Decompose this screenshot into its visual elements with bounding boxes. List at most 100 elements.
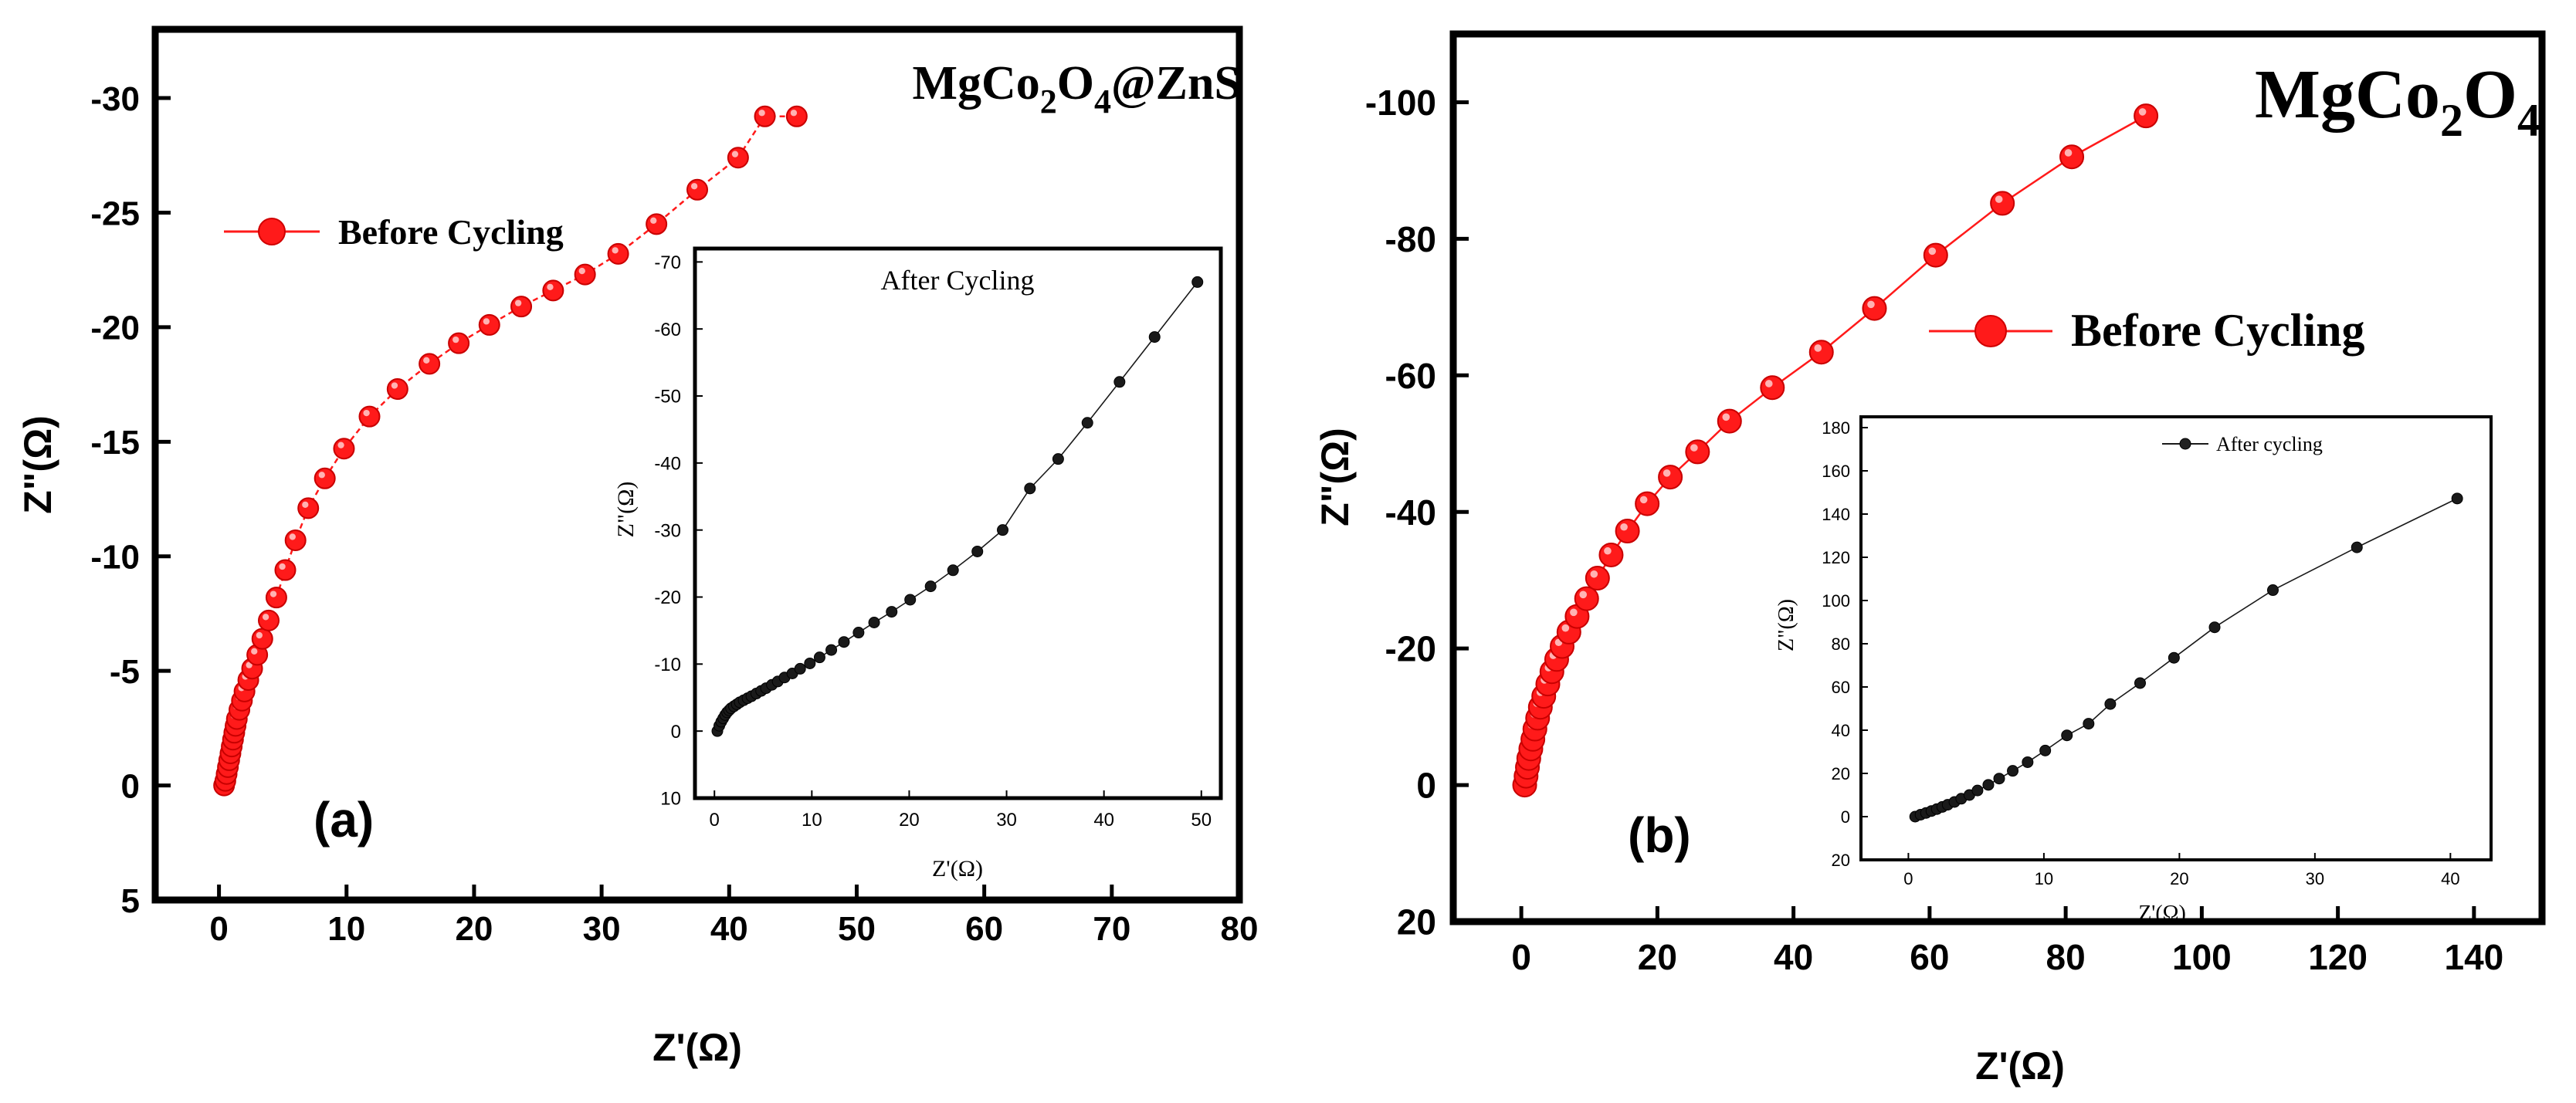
panel-a-data-point-highlight [279, 563, 286, 570]
panel-b-inset-y-tick-label: 40 [1832, 721, 1850, 740]
panel-b-y-axis-title: Z"(Ω) [1313, 428, 1357, 526]
panel-a-inset-y-tick-label: -10 [654, 655, 681, 675]
panel-b-y-tick-label: -20 [1385, 629, 1436, 669]
panel-b-inset-y-tick-label: 20 [1832, 764, 1850, 783]
panel-a-data-point-highlight [251, 648, 258, 655]
panel-a-y-tick-label: 5 [121, 882, 140, 920]
panel-b-data-point [1658, 465, 1683, 490]
panel-a-inset: 0 10 20 30 40 50 10 0 -10 -20 -30 -40 -50 -60 -70 Afte… [613, 246, 1223, 881]
panel-b-data-point [1685, 439, 1710, 465]
panel-b-x-tick-label: 0 [1511, 937, 1531, 977]
panel-b-inset-y-tick-label: 120 [1822, 548, 1850, 567]
panel-a-inset-data-point [1191, 276, 1204, 288]
panel-b-data-point-highlight [1663, 469, 1671, 477]
panel-b-inset-legend: After cycling [2162, 433, 2323, 455]
panel-b-inset-y-tick-label: 0 [1841, 807, 1850, 827]
panel-b-data-point-highlight [2064, 149, 2073, 157]
panel-a-inset-x-tick-label: 30 [996, 810, 1017, 831]
panel-a-x-tick-label: 60 [965, 910, 1003, 948]
panel-b-inset-title: After cycling [2216, 433, 2323, 455]
panel-b-data-point-highlight [1579, 590, 1588, 599]
panel-b-data-point-highlight [1570, 608, 1578, 617]
panel-a-inset-data-point [868, 617, 880, 629]
panel-a-x-tick-label: 50 [838, 910, 876, 948]
panel-b-data-point-highlight [1995, 195, 2003, 203]
panel-a-data-point [358, 405, 381, 428]
panel-b-data-point-highlight [2138, 108, 2147, 116]
panel-b-inset-x-tick-label: 10 [2035, 869, 2053, 888]
panel-b-y-tick-label: -80 [1385, 219, 1436, 259]
panel-a-data-point-highlight [612, 247, 619, 254]
panel-a-data-point-highlight [269, 590, 277, 597]
panel-a-inset-data-point [904, 594, 917, 606]
panel-b-inset-y-tick-label: 100 [1822, 591, 1850, 611]
panel-a-data-point [727, 147, 749, 169]
panel-a-inset-y-tick-label: -30 [654, 520, 681, 541]
panel-a-inset-data-point [825, 644, 838, 656]
panel-a-legend-label: Before Cycling [338, 212, 564, 252]
panel-a-x-tick-label: 70 [1093, 910, 1130, 948]
panel-a-data-point [646, 213, 668, 235]
panel-a-inset-data-point [1024, 482, 1036, 495]
panel-a-title: MgCo2O4@ZnS [912, 57, 1241, 120]
panel-b-data-point-highlight [1561, 624, 1570, 632]
panel-b-inset-data-point [2007, 765, 2019, 777]
panel-a-data-point-highlight [452, 336, 459, 343]
panel-b-data-point [1585, 566, 1610, 591]
panel-a-data-point [785, 105, 808, 127]
panel-b-data-point [1990, 191, 2015, 216]
panel-a-inset-data-point [794, 662, 806, 675]
panel-a-data-point-highlight [690, 183, 698, 190]
panel-a-data-point-highlight [650, 217, 657, 224]
panel-a-inset-data-point [1081, 417, 1093, 429]
panel-a-data-point-highlight [363, 409, 370, 417]
panel-b-inset-y-tick-label: 180 [1822, 418, 1850, 438]
panel-b-inset: 0 10 20 30 40 20 0 20 40 60 80 100 120 140 160 180 Afte… [1774, 415, 2493, 925]
panel-b-inset-legend-marker [2179, 438, 2191, 450]
panel-b-data-point [1862, 296, 1887, 321]
panel-b-data-point-highlight [1690, 444, 1698, 452]
panel-a-data-point [686, 178, 708, 201]
panel-a-data-point-highlight [547, 283, 554, 291]
panel-a-inset-data-point [971, 545, 984, 557]
panel-b-data-point [1760, 375, 1785, 401]
panel-b-x-tick-label: 140 [2445, 937, 2504, 977]
panel-b-data-point [1598, 542, 1624, 567]
panel-a-data-point [314, 467, 336, 489]
panel-a-data-point [265, 587, 287, 609]
panel-a-data-point-highlight [302, 501, 309, 509]
panel-b-title: MgCo2O4 [2255, 56, 2540, 146]
panel-b-inset-data-point [2083, 718, 2095, 730]
panel-b-data-point [1808, 340, 1834, 365]
panel-a-data-point [448, 332, 470, 354]
panel-a-inset-title: After Cycling [881, 265, 1035, 296]
panel-b-data-point-highlight [1639, 496, 1648, 504]
panel-a-inset-data-point [947, 564, 959, 577]
panel-b-y-tick-label: 0 [1416, 766, 1436, 806]
panel-a-inset-data-point [838, 636, 850, 648]
panel-b-y-tick-label: -40 [1385, 492, 1436, 533]
panel-b-data-point-highlight [1722, 413, 1730, 421]
panel-a-data-point-highlight [423, 357, 430, 364]
panel-a-data-point-highlight [391, 382, 398, 389]
panel-a-x-axis-title: Z'(Ω) [652, 1026, 742, 1069]
panel-b-x-tick-label: 60 [1910, 937, 1949, 977]
panel-a-data-point [274, 559, 297, 581]
panel-a-data-point [607, 242, 629, 265]
panel-a-x-tick-label: 80 [1221, 910, 1259, 948]
panel-a-inset-y-tick-label: -70 [654, 252, 681, 273]
panel-b-inset-data-point [2351, 541, 2363, 553]
panel-a-data-point-highlight [289, 533, 296, 540]
panel-b-inset-data-point [2022, 756, 2034, 768]
panel-b-inset-data-point [2061, 729, 2073, 742]
panel-b-inset-y-tick-label: 140 [1822, 505, 1850, 524]
panel-b-data-point-highlight [1867, 300, 1875, 309]
panel-b-data-point-highlight [1620, 523, 1628, 531]
panel-a-inset-y-tick-label: 0 [671, 722, 681, 743]
panel-b-y-tick-label: 20 [1397, 902, 1436, 942]
panel-b-y-tick-label: -60 [1385, 356, 1436, 396]
panel-a-y-tick-label: -25 [90, 195, 140, 232]
panel-a-data-point [574, 263, 596, 286]
